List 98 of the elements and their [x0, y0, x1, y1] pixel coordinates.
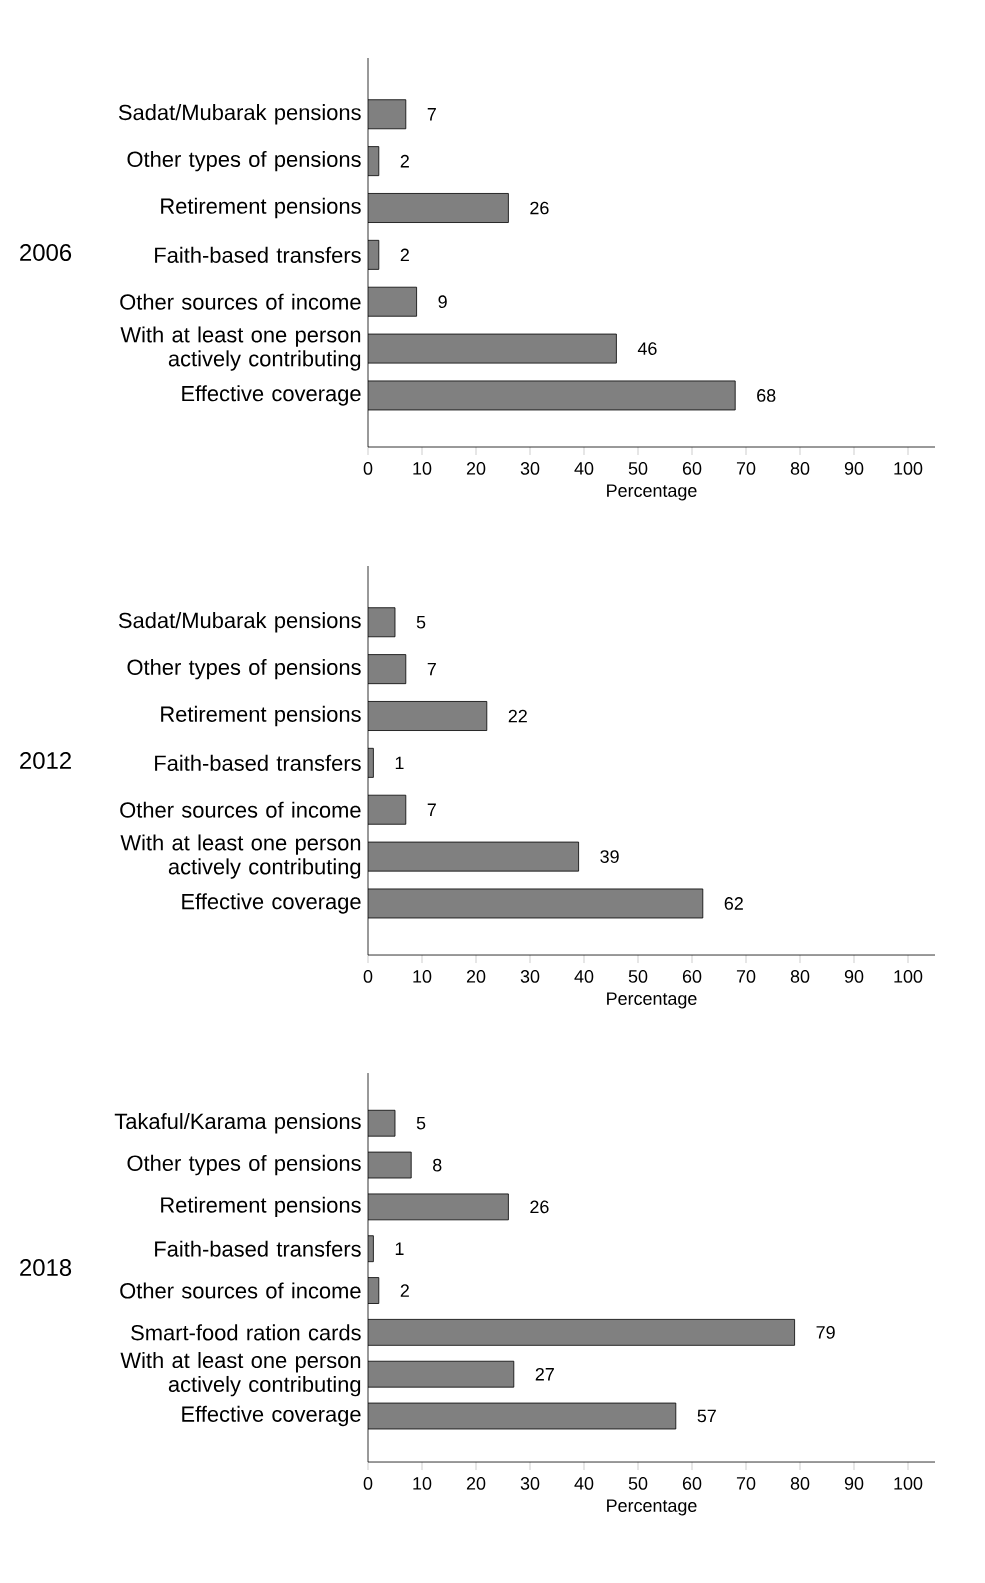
x-tick-label: 30	[520, 1477, 540, 1490]
x-tick-label: 60	[682, 462, 702, 475]
data-label: 26	[530, 1200, 549, 1214]
y-tick-label: Retirement pensions	[161, 705, 361, 727]
x-tick-label: 30	[520, 462, 540, 475]
bar	[368, 701, 488, 731]
bar	[368, 1151, 412, 1179]
y-tick-label: Other sources of income	[120, 1282, 361, 1299]
x-tick-label: 80	[790, 970, 810, 983]
x-tick-label: 60	[682, 970, 702, 983]
data-label: 7	[427, 662, 436, 676]
x-axis-title: Percentage	[607, 484, 697, 501]
x-tick-label: 50	[628, 970, 648, 983]
y-tick-label: Other types of pensions	[127, 1154, 361, 1176]
data-label: 27	[535, 1367, 554, 1381]
data-label: 9	[438, 295, 447, 309]
x-tick-label: 10	[413, 1477, 432, 1490]
x-tick-label: 20	[466, 1477, 486, 1490]
x-tick-label: 90	[844, 970, 864, 983]
x-tick-label: 80	[790, 1477, 810, 1490]
x-tick-label: 10	[413, 462, 432, 475]
data-label: 2	[400, 1284, 409, 1297]
bar	[368, 794, 407, 825]
x-tick-label: 10	[413, 970, 432, 983]
x-tick-label: 0	[363, 1477, 373, 1490]
x-tick-label: 80	[790, 462, 810, 475]
x-tick-label: 50	[628, 1477, 648, 1490]
y-tick-label: Other sources of income	[120, 293, 361, 310]
data-label: 5	[416, 615, 426, 629]
x-tick-label: 40	[574, 462, 594, 475]
x-tick-label: 0	[363, 970, 373, 983]
x-tick-label: 100	[894, 462, 923, 475]
y-axis-title: 2012	[20, 752, 71, 769]
y-tick-label: Faith-based transfers	[155, 1240, 361, 1257]
y-tick-label: Faith-based transfers	[155, 754, 361, 771]
data-label: 79	[816, 1326, 835, 1339]
bar	[368, 1193, 509, 1221]
x-tick-label: 30	[520, 970, 540, 983]
bar	[368, 380, 736, 411]
data-label: 22	[508, 709, 527, 723]
x-tick-label: 50	[628, 462, 648, 475]
y-tick-label: Other sources of income	[120, 801, 361, 818]
data-label: 8	[433, 1158, 442, 1172]
x-tick-label: 90	[844, 1477, 864, 1490]
data-label: 46	[637, 342, 657, 355]
y-tick-label: With at least one person actively contributing	[120, 1352, 361, 1397]
x-tick-label: 40	[574, 1477, 594, 1490]
bar	[368, 333, 617, 364]
x-tick-label: 20	[466, 462, 486, 475]
bar	[368, 1319, 795, 1346]
x-axis-title: Percentage	[607, 992, 697, 1009]
bar	[368, 286, 417, 317]
y-tick-label: Effective coverage	[182, 893, 361, 914]
y-tick-label: With at least one person actively contributing	[120, 326, 361, 371]
data-label: 1	[395, 756, 404, 770]
x-tick-label: 70	[736, 1477, 756, 1490]
y-tick-label: Smart-food ration cards	[131, 1324, 361, 1341]
y-tick-label: Retirement pensions	[161, 197, 361, 219]
x-tick-label: 70	[736, 970, 756, 983]
data-label: 57	[697, 1409, 716, 1423]
bar	[368, 654, 407, 685]
data-label: 68	[757, 389, 776, 402]
data-label: 39	[600, 850, 619, 863]
y-tick-label: Takaful/Karama pensions	[114, 1113, 361, 1134]
bar	[368, 841, 579, 872]
x-tick-label: 70	[736, 462, 756, 475]
x-tick-label: 0	[363, 462, 373, 475]
x-axis-title: Percentage	[607, 1499, 697, 1516]
x-tick-label: 100	[894, 1477, 923, 1490]
data-label: 2	[400, 154, 409, 168]
data-label: 62	[724, 897, 743, 910]
bar	[368, 1402, 677, 1430]
y-tick-label: Effective coverage	[182, 385, 361, 406]
x-tick-label: 60	[682, 1477, 702, 1490]
bar	[368, 99, 407, 130]
x-tick-label: 90	[844, 462, 864, 475]
bar	[368, 888, 704, 919]
bar	[368, 1360, 515, 1388]
data-label: 2	[400, 248, 409, 262]
x-tick-label: 40	[574, 970, 594, 983]
bar	[368, 193, 509, 223]
y-tick-label: With at least one person actively contributing	[120, 834, 361, 879]
y-axis-title: 2006	[20, 244, 72, 261]
y-tick-label: Sadat/Mubarak pensions	[118, 104, 361, 125]
y-tick-label: Effective coverage	[182, 1405, 361, 1427]
y-tick-label: Other types of pensions	[127, 150, 361, 172]
y-tick-label: Retirement pensions	[161, 1196, 361, 1218]
y-tick-label: Faith-based transfers	[155, 246, 361, 263]
y-axis-title: 2018	[20, 1259, 72, 1276]
data-label: 5	[416, 1116, 426, 1130]
data-label: 1	[395, 1242, 404, 1255]
x-tick-label: 100	[894, 970, 923, 983]
y-tick-label: Other types of pensions	[127, 658, 361, 680]
y-tick-label: Sadat/Mubarak pensions	[118, 612, 361, 633]
data-label: 7	[427, 108, 436, 121]
x-tick-label: 20	[466, 970, 486, 983]
data-label: 7	[427, 803, 436, 816]
data-label: 26	[530, 201, 549, 215]
